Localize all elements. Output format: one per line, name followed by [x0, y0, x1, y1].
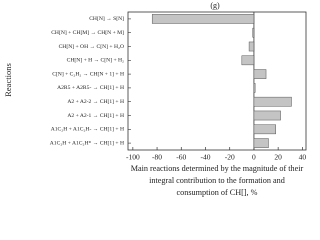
y-tick-label: A1C₂H + A1C₂H* → CH[1] + H: [50, 140, 124, 146]
y-tick-label: A2 + A2-1 → CH[1] + H: [67, 113, 124, 119]
bar: [252, 27, 255, 38]
x-tick-label: 40: [299, 153, 307, 162]
x-tick-label: -40: [200, 153, 210, 162]
x-tick-label: 20: [274, 153, 282, 162]
bar: [248, 41, 255, 52]
y-tick-label: C[N] + C₂H₂ → CH[N + 1] + H: [52, 71, 124, 77]
bar: [253, 83, 256, 93]
y-tick-label: A1C₂H + A1C₂H- → CH[1] + H: [51, 127, 124, 133]
bar: [253, 124, 276, 135]
x-tick-label: -100: [126, 153, 140, 162]
chart: (g) Reactions -100 -80 -60 -40 -20 0 20 40 CH[N]…: [3, 1, 307, 162]
x-tick-label: -80: [152, 153, 162, 162]
bar: [253, 110, 281, 121]
y-tick-label: A2R5 + A2R5- → CH[1] + H: [57, 85, 124, 91]
y-tick-label: A2 + A2-2 → CH[1] + H: [67, 99, 124, 105]
bar: [151, 14, 255, 24]
page: {"chart_data": {"type": "barh", "title":…: [2, 0, 307, 197]
x-axis-label: Main reactions determined by the magnitu…: [130, 164, 304, 197]
y-tick-label: CH[N] + H → C[N] + H₂: [67, 58, 124, 64]
bar: [241, 55, 255, 66]
y-tick-label: CH[N] + OH → C[N] + H₂O: [59, 44, 124, 50]
y-axis-label: Reactions: [3, 63, 13, 97]
x-tick-label: -60: [176, 153, 186, 162]
bar: [253, 138, 269, 148]
y-tick-label: CH[N] → S[N]: [89, 16, 124, 22]
x-tick-label: 0: [252, 153, 256, 162]
bar: [253, 96, 292, 107]
y-tick-label: CH[N] + CH[M] → CH[N + M]: [51, 30, 124, 36]
chart-title: (g): [210, 1, 220, 10]
bar: [253, 69, 267, 79]
x-tick-label: -20: [225, 153, 235, 162]
plot-frame: [127, 11, 307, 151]
